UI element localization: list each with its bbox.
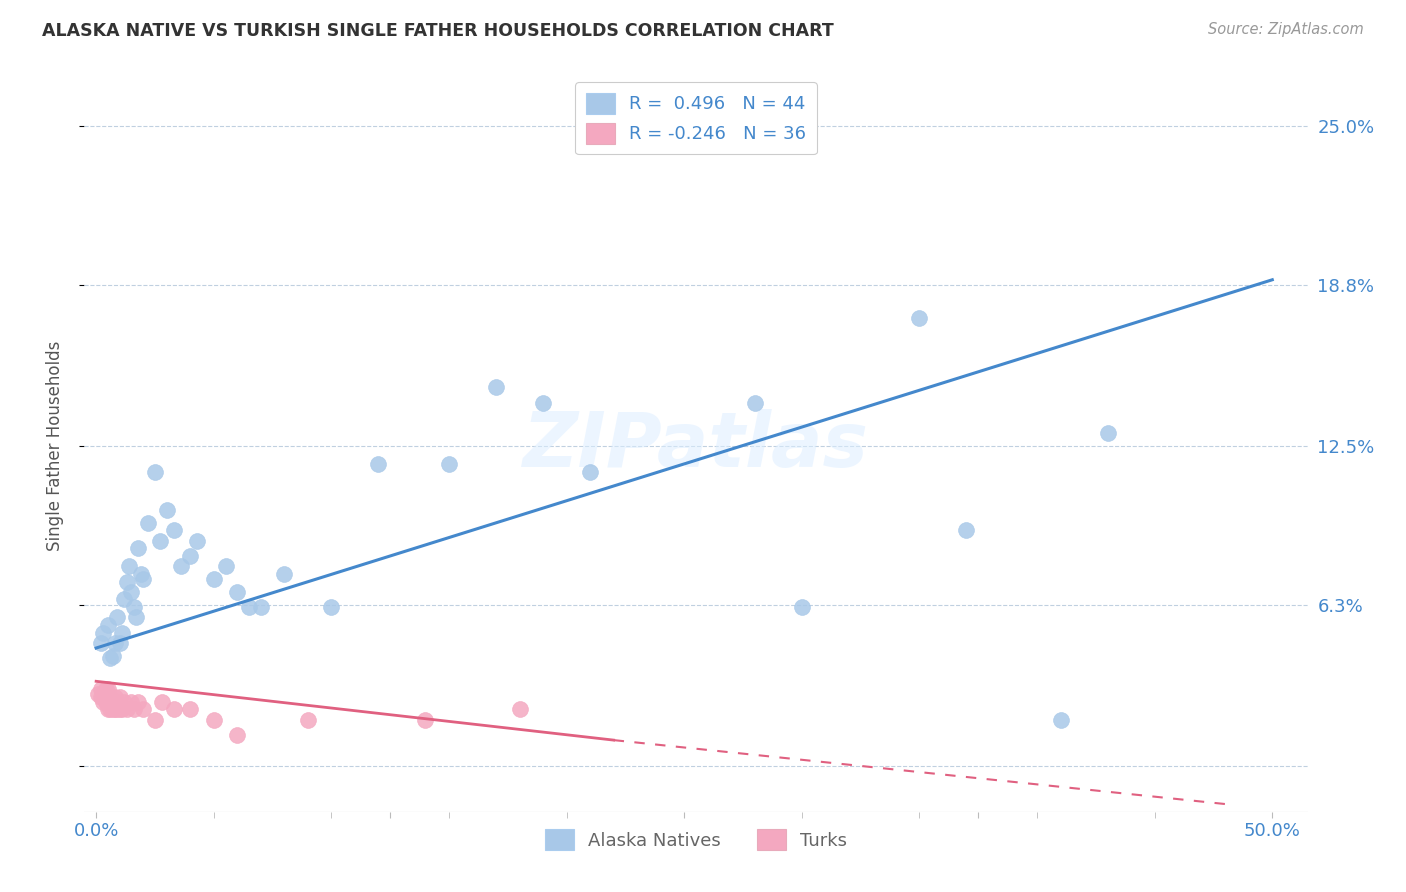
Point — [118, 559, 141, 574]
Point — [98, 690, 121, 704]
Point — [226, 728, 249, 742]
Point — [297, 713, 319, 727]
Point — [108, 636, 131, 650]
Point — [170, 559, 193, 574]
Point — [744, 395, 766, 409]
Point — [186, 533, 208, 548]
Point — [108, 690, 131, 704]
Point — [143, 713, 166, 727]
Point — [122, 600, 145, 615]
Point — [149, 533, 172, 548]
Point — [98, 702, 121, 716]
Point — [120, 695, 142, 709]
Point — [367, 457, 389, 471]
Point — [127, 695, 149, 709]
Point — [87, 687, 110, 701]
Point — [111, 702, 134, 716]
Point — [156, 503, 179, 517]
Text: ZIPatlas: ZIPatlas — [523, 409, 869, 483]
Point — [136, 516, 159, 530]
Point — [115, 574, 138, 589]
Point — [790, 600, 813, 615]
Point — [1049, 713, 1071, 727]
Point — [202, 572, 225, 586]
Point — [97, 702, 120, 716]
Point — [104, 690, 127, 704]
Point — [94, 681, 117, 696]
Point — [531, 395, 554, 409]
Point — [955, 524, 977, 538]
Legend: Alaska Natives, Turks: Alaska Natives, Turks — [537, 822, 855, 857]
Point — [321, 600, 343, 615]
Point — [202, 713, 225, 727]
Y-axis label: Single Father Households: Single Father Households — [45, 341, 63, 551]
Point — [90, 690, 112, 704]
Point — [122, 702, 145, 716]
Point — [214, 559, 236, 574]
Point — [1097, 426, 1119, 441]
Point — [163, 702, 186, 716]
Point — [91, 687, 114, 701]
Point — [111, 625, 134, 640]
Point — [238, 600, 260, 615]
Point — [94, 695, 117, 709]
Point — [132, 702, 155, 716]
Point — [108, 702, 131, 716]
Point — [105, 702, 128, 716]
Point — [415, 713, 437, 727]
Point — [132, 572, 155, 586]
Text: ALASKA NATIVE VS TURKISH SINGLE FATHER HOUSEHOLDS CORRELATION CHART: ALASKA NATIVE VS TURKISH SINGLE FATHER H… — [42, 22, 834, 40]
Point — [112, 592, 135, 607]
Point — [97, 681, 120, 696]
Point — [226, 584, 249, 599]
Point — [127, 541, 149, 556]
Point — [115, 702, 138, 716]
Point — [97, 618, 120, 632]
Point — [101, 648, 124, 663]
Point — [485, 380, 508, 394]
Point — [249, 600, 271, 615]
Point — [179, 702, 201, 716]
Point — [273, 566, 295, 581]
Point — [104, 636, 127, 650]
Point — [163, 524, 186, 538]
Point — [908, 311, 931, 326]
Point — [579, 465, 602, 479]
Point — [125, 610, 148, 624]
Point — [90, 636, 112, 650]
Point — [437, 457, 460, 471]
Point — [105, 695, 128, 709]
Point — [105, 610, 128, 624]
Point — [91, 625, 114, 640]
Point — [90, 681, 112, 696]
Point — [179, 549, 201, 563]
Point — [101, 695, 124, 709]
Point — [101, 702, 124, 716]
Text: Source: ZipAtlas.com: Source: ZipAtlas.com — [1208, 22, 1364, 37]
Point — [91, 695, 114, 709]
Point — [509, 702, 531, 716]
Point — [120, 584, 142, 599]
Point — [129, 566, 152, 581]
Point — [104, 702, 127, 716]
Point — [150, 695, 173, 709]
Point — [112, 695, 135, 709]
Point — [98, 651, 121, 665]
Point — [143, 465, 166, 479]
Point — [97, 695, 120, 709]
